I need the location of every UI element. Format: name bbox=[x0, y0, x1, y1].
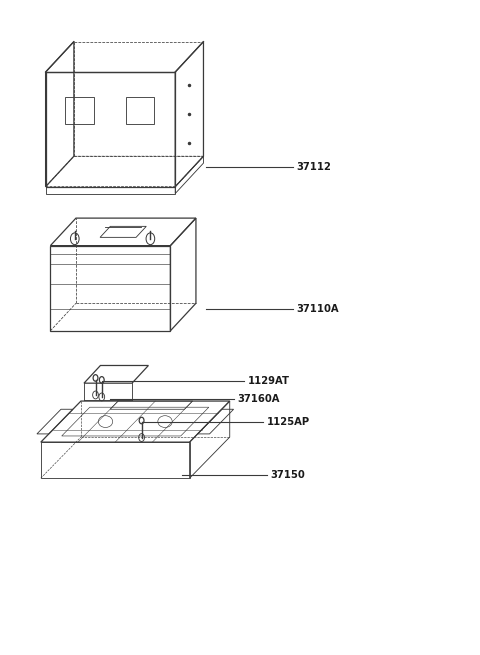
Text: 1129AT: 1129AT bbox=[248, 376, 290, 386]
Text: 37110A: 37110A bbox=[297, 304, 339, 314]
Text: 37160A: 37160A bbox=[238, 394, 280, 404]
Text: 1125AP: 1125AP bbox=[267, 417, 310, 428]
Text: 37112: 37112 bbox=[297, 162, 332, 172]
Text: 37150: 37150 bbox=[271, 470, 305, 480]
